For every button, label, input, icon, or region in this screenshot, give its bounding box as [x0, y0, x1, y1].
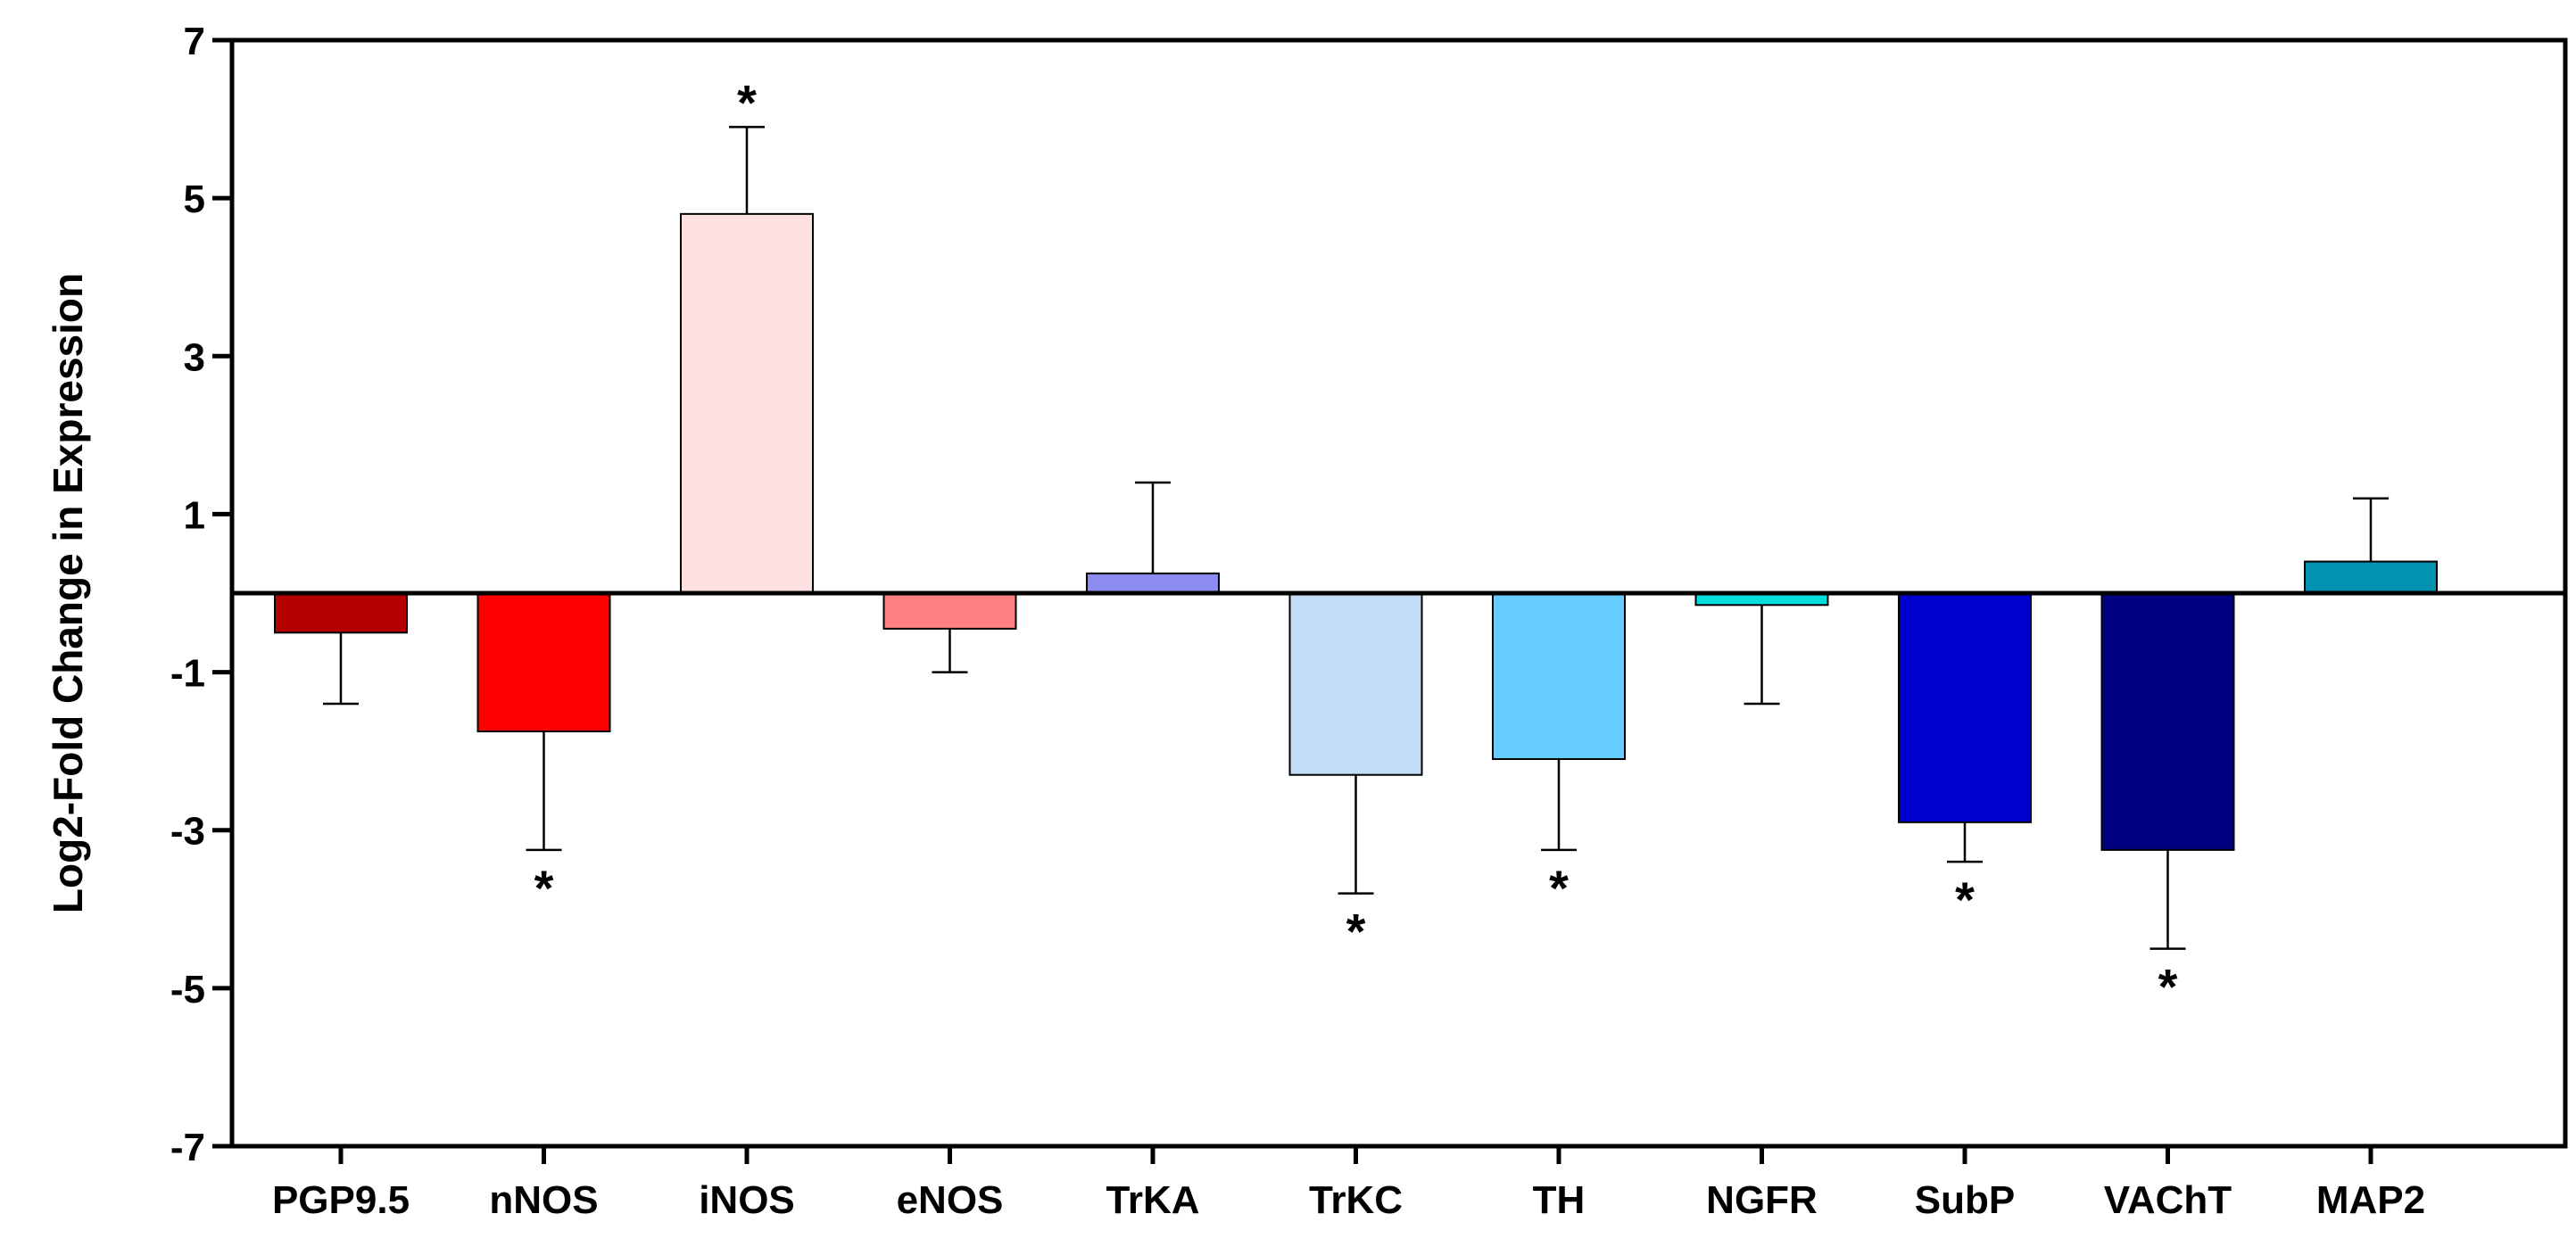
y-tick-label: 1 [184, 493, 205, 537]
bar-vacht [2100, 592, 2235, 851]
y-tick-label: -5 [170, 968, 205, 1011]
y-tick-label: 5 [184, 178, 205, 221]
y-tick-label: -7 [170, 1126, 205, 1169]
x-tick-label: nNOS [489, 1178, 598, 1222]
significance-marker: * [2158, 959, 2178, 1015]
x-tick-label: NGFR [1706, 1178, 1818, 1222]
significance-marker: * [737, 74, 757, 130]
significance-marker: * [534, 860, 554, 916]
y-tick-label: 7 [184, 20, 205, 63]
x-tick-label: TH [1533, 1178, 1586, 1222]
y-tick-label: 3 [184, 335, 205, 379]
y-tick-label: -1 [170, 652, 205, 696]
bar-trka [1086, 572, 1220, 594]
y-tick-label: -3 [170, 810, 205, 854]
y-axis-label: Log2-Fold Change in Expression [45, 273, 91, 913]
significance-marker: * [1549, 860, 1569, 916]
x-tick-label: TrKA [1106, 1178, 1199, 1222]
x-tick-label: SubP [1915, 1178, 2015, 1222]
x-tick-label: PGP9.5 [272, 1178, 410, 1222]
x-tick-label: iNOS [699, 1178, 795, 1222]
x-tick-label: TrKC [1309, 1178, 1403, 1222]
x-tick-label: eNOS [897, 1178, 1004, 1222]
bar-th [1492, 592, 1626, 760]
bar-subp [1898, 592, 2032, 823]
bar-pgp9.5 [274, 592, 408, 634]
significance-marker: * [1955, 871, 1975, 928]
bar-inos [680, 212, 814, 594]
x-tick-label: VAChT [2104, 1178, 2232, 1222]
bar-trkc [1288, 592, 1423, 776]
bar-nnos [476, 592, 611, 732]
x-tick-label: MAP2 [2316, 1178, 2425, 1222]
bar-enos [882, 592, 1017, 630]
significance-marker: * [1346, 904, 1366, 960]
bar-map2 [2304, 560, 2438, 594]
